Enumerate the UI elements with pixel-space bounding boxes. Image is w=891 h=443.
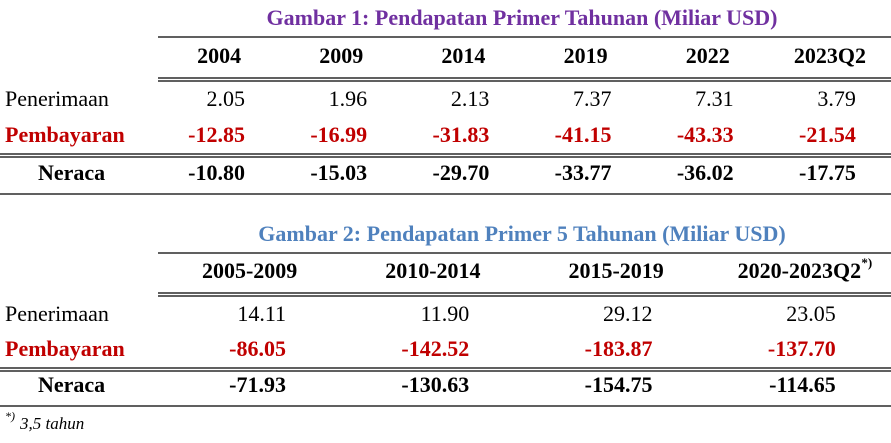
cell: -71.93 (229, 372, 286, 397)
cell: 23.05 (786, 301, 836, 326)
column-note: *) (861, 255, 872, 270)
cell: -36.02 (677, 160, 734, 185)
column-header: 2014 (441, 43, 485, 68)
cell: -41.15 (555, 122, 612, 147)
column-header: 2019 (564, 43, 608, 68)
cell: 7.37 (573, 86, 612, 111)
cell: -29.70 (433, 160, 490, 185)
row-label: Neraca (38, 160, 105, 185)
row-label: Pembayaran (5, 336, 125, 361)
cell: -43.33 (677, 122, 734, 147)
cell: 11.90 (421, 301, 470, 326)
table-title: Gambar 1: Pendapatan Primer Tahunan (Mil… (267, 5, 778, 30)
cell: -12.85 (188, 122, 245, 147)
cell: -33.77 (555, 160, 612, 185)
cell: -137.70 (768, 336, 836, 361)
cell: -31.83 (433, 122, 490, 147)
cell: 2.05 (207, 86, 246, 111)
column-header: 2023Q2 (794, 43, 866, 68)
cell: -183.87 (585, 336, 653, 361)
cell: -15.03 (310, 160, 367, 185)
row-label: Penerimaan (5, 301, 109, 326)
column-header: 2009 (319, 43, 363, 68)
footnote-mark: *) (5, 409, 15, 423)
column-header: 2010-2014 (385, 258, 480, 283)
cell: -10.80 (188, 160, 245, 185)
column-header: 2020-2023Q2 (738, 258, 861, 283)
row-label: Neraca (38, 372, 105, 397)
row-label: Pembayaran (5, 122, 125, 147)
cell: 2.13 (451, 86, 490, 111)
cell: 1.96 (329, 86, 368, 111)
cell: 14.11 (237, 301, 286, 326)
cell: 29.12 (603, 301, 653, 326)
cell: -21.54 (799, 122, 856, 147)
column-header: 2022 (686, 43, 730, 68)
cell: -17.75 (799, 160, 856, 185)
cell: -86.05 (229, 336, 286, 361)
cell: -114.65 (769, 372, 836, 397)
table-title: Gambar 2: Pendapatan Primer 5 Tahunan (M… (258, 221, 785, 246)
column-header: 2004 (197, 43, 241, 68)
row-label: Penerimaan (5, 86, 109, 111)
cell: 7.31 (695, 86, 734, 111)
column-header: 2015-2019 (568, 258, 663, 283)
cell: -142.52 (401, 336, 469, 361)
cell: -154.75 (585, 372, 653, 397)
cell: -16.99 (310, 122, 367, 147)
column-header: 2005-2009 (202, 258, 297, 283)
footnote-text: 3,5 tahun (19, 414, 84, 433)
cell: -130.63 (401, 372, 469, 397)
cell: 3.79 (817, 86, 856, 111)
